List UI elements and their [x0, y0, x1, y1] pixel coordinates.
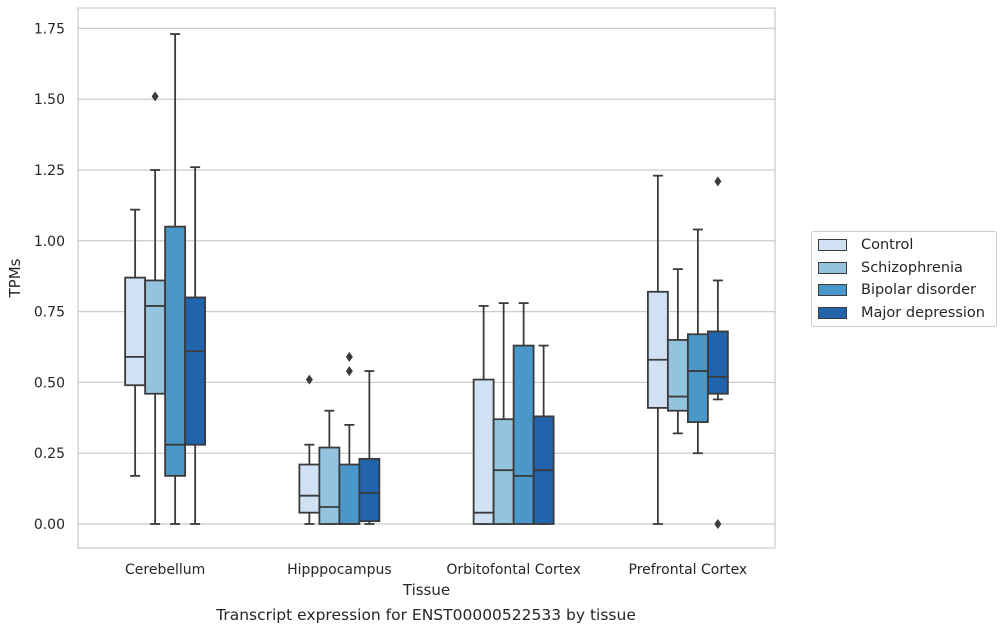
y-axis-label: TPMs	[6, 258, 24, 298]
y-tick-label-0: 0.00	[34, 517, 65, 533]
box-body	[492, 418, 515, 525]
outlier-0	[714, 519, 722, 529]
legend-item-bipolar-disorder: Bipolar disorder	[818, 280, 976, 300]
outlier-0	[151, 91, 159, 102]
box-body	[124, 276, 147, 387]
legend-swatch-major-depression	[818, 307, 847, 319]
chart-caption: Transcript expression for ENST0000052253…	[216, 606, 636, 624]
legend: Control Schizophrenia Bipolar disorder M…	[811, 231, 997, 327]
box-0-2	[472, 305, 495, 525]
box-2-3	[686, 228, 709, 455]
legend-label-control: Control	[861, 237, 914, 253]
x-tick-labels: Cerebellum Hipppocampus Orbitofontal Corte…	[125, 562, 747, 578]
outlier-1	[714, 176, 722, 187]
legend-swatch-bipolar-disorder	[818, 284, 847, 296]
box-body	[512, 344, 535, 525]
x-tick-label-1: Hipppocampus	[287, 562, 392, 578]
x-tick-label-3: Prefrontal Cortex	[629, 562, 748, 578]
box-2-0	[164, 33, 187, 525]
legend-label-major-depression: Major depression	[861, 305, 985, 321]
box-2-1	[338, 351, 361, 525]
box-3-3	[706, 176, 729, 529]
y-tick-label-5: 1.25	[34, 163, 65, 179]
box-body	[686, 333, 709, 423]
y-tick-label-4: 1.00	[34, 234, 65, 250]
box-0-3	[646, 174, 669, 525]
box-body	[318, 446, 341, 525]
legend-item-major-depression: Major depression	[818, 303, 985, 323]
box-body	[666, 339, 689, 412]
box-body	[472, 378, 495, 525]
box-0-1	[298, 374, 321, 525]
box-1-0	[144, 91, 167, 525]
x-axis-label: Tissue	[402, 581, 450, 599]
box-2-2	[512, 302, 535, 525]
y-tick-label-7: 1.75	[34, 21, 65, 37]
y-tick-label-1: 0.25	[34, 446, 65, 462]
box-3-2	[532, 344, 555, 525]
box-0-0	[124, 208, 147, 477]
box-body	[164, 225, 187, 477]
legend-item-control: Control	[818, 235, 913, 255]
legend-swatch-control	[818, 239, 847, 251]
outlier-1	[345, 351, 353, 362]
y-tick-label-3: 0.75	[34, 305, 65, 321]
x-tick-label-2: Orbitofontal Cortex	[446, 562, 581, 578]
x-tick-label-0: Cerebellum	[125, 562, 205, 578]
box-1-2	[492, 302, 515, 525]
box-3-1	[358, 370, 381, 525]
legend-item-schizophrenia: Schizophrenia	[818, 258, 963, 278]
legend-label-schizophrenia: Schizophrenia	[861, 260, 963, 276]
box-body	[298, 463, 321, 514]
y-tick-label-6: 1.50	[34, 92, 65, 108]
box-3-0	[184, 166, 207, 525]
box-body	[706, 330, 729, 395]
y-tick-label-2: 0.50	[34, 375, 65, 391]
box-1-3	[666, 268, 689, 435]
boxes	[124, 33, 729, 529]
box-1-1	[318, 409, 341, 525]
plot-frame	[77, 7, 776, 549]
box-body	[184, 296, 207, 446]
legend-label-bipolar-disorder: Bipolar disorder	[861, 282, 976, 298]
legend-swatch-schizophrenia	[818, 262, 847, 274]
outlier-0	[305, 374, 313, 385]
box-body	[358, 457, 381, 523]
outlier-0	[345, 366, 353, 377]
box-body	[338, 463, 361, 525]
box-body	[646, 290, 669, 409]
box-body	[144, 279, 167, 395]
y-tick-labels: 0.00 0.25 0.50 0.75 1.00 1.25 1.50 1.75	[34, 21, 65, 533]
